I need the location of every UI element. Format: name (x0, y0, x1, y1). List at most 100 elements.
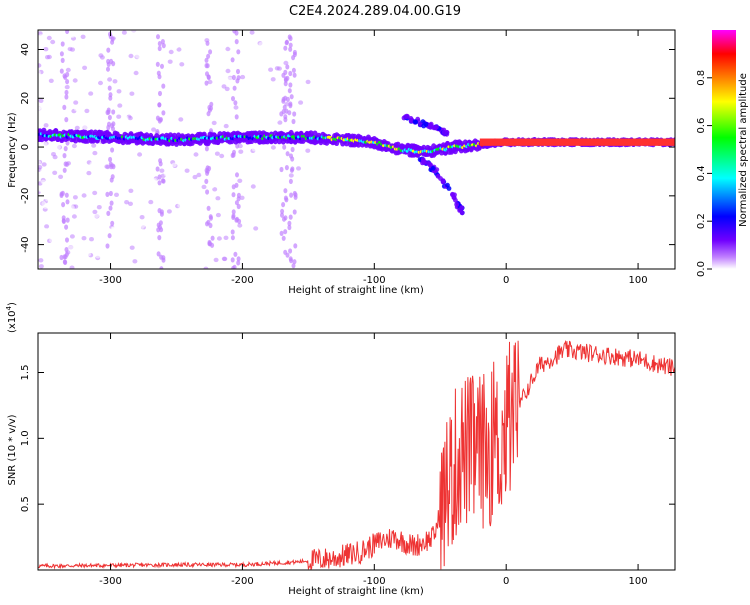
heatmap-cell-927 (155, 166, 160, 172)
heatmap-cell-882 (106, 210, 111, 216)
heatmap-cell-596 (38, 73, 42, 78)
heatmap-cell-174 (152, 80, 158, 86)
heatmap-cell-393 (83, 264, 89, 269)
heatmap-cell-480 (163, 171, 169, 177)
heatmap-cell-77 (181, 234, 187, 240)
heatmap-cell-108 (94, 213, 100, 218)
heatmap-cell-674 (208, 251, 214, 256)
heatmap-cell-841 (62, 167, 67, 173)
heatmap-cell-1053 (284, 197, 289, 203)
heatmap-cell-444 (258, 194, 264, 199)
heatmap-cell-1084 (288, 214, 293, 220)
heatmap-cell-2 (194, 69, 200, 74)
heatmap-cell-609 (251, 147, 257, 152)
heatmap-cell-177 (201, 234, 207, 239)
heatmap-cell-638 (300, 265, 306, 269)
heatmap-cell-766 (311, 222, 317, 227)
heatmap-cell-540 (89, 237, 94, 242)
heatmap-cell-354 (96, 205, 102, 210)
heatmap-cell-935 (159, 227, 164, 233)
heatmap-cell-1067 (285, 151, 290, 157)
heatmap-cell-830 (84, 108, 90, 114)
heatmap-cell-2459 (428, 123, 433, 128)
heatmap-cell-317 (295, 222, 301, 227)
heatmap-cell-228 (238, 154, 244, 160)
heatmap-cell-768 (105, 71, 111, 76)
heatmap-cell-719 (55, 55, 61, 61)
heatmap-cell-204 (44, 224, 50, 229)
heatmap-cell-1065 (284, 40, 289, 46)
heatmap-cell-996 (234, 114, 239, 120)
heatmap-cell-918 (157, 45, 162, 52)
heatmap-cell-792 (75, 69, 81, 74)
heatmap-cell-795 (268, 235, 274, 240)
heatmap-cell-850 (64, 94, 69, 100)
heatmap-cell-1031 (236, 192, 241, 198)
heatmap-cell-701 (134, 160, 140, 166)
colorbar-ticks: 0.0 0.2 0.4 0.6 0.8 (696, 70, 712, 277)
colorbar-tick-label-2: 0.4 (696, 165, 707, 181)
heatmap-cell-1056 (280, 212, 284, 218)
heatmap-cell-1018 (234, 182, 239, 188)
heatmap-cell-936 (161, 43, 166, 49)
heatmap-cell-889 (107, 114, 112, 121)
heatmap-cell-346 (73, 60, 79, 65)
heatmap-cell-949 (159, 266, 164, 269)
heatmap-cell-25 (113, 74, 119, 80)
heatmap-cell-580 (118, 260, 124, 266)
heatmap-cell-287 (195, 193, 201, 198)
heatmap-cell-276 (190, 86, 196, 92)
heatmap-cell-909 (111, 164, 116, 170)
heatmap-cell-997 (231, 214, 236, 220)
heatmap-cell-636 (211, 120, 217, 126)
heatmap-cell-720 (116, 114, 122, 119)
heatmap-cell-703 (81, 87, 87, 92)
heatmap-cell-1104 (292, 209, 297, 215)
heatmap-cell-351 (92, 47, 98, 52)
heatmap-cell-127 (264, 120, 270, 126)
heatmap-cell-1086 (289, 153, 293, 159)
heatmap-cell-291 (142, 49, 148, 55)
heatmap-cell-931 (155, 61, 160, 67)
heatmap-cell-821 (52, 170, 58, 175)
heatmap-cell-211 (207, 79, 213, 85)
heatmap-cell-1111 (288, 256, 293, 262)
heatmap-cell-611 (82, 125, 88, 130)
heatmap-cell-1017 (231, 192, 236, 198)
heatmap-cell-457 (54, 250, 60, 255)
heatmap-cell-854 (63, 146, 68, 152)
heatmap-cell-791 (41, 154, 46, 160)
heatmap-cell-1106 (292, 259, 297, 265)
snr-scale-prefix: (x10 (7, 310, 18, 333)
heatmap-cell-360 (81, 240, 86, 246)
heatmap-cell-0 (176, 193, 182, 199)
heatmap-cell-855 (60, 41, 65, 47)
heatmap-y-tick-label-0: -40 (20, 236, 31, 252)
heatmap-cell-963 (204, 146, 209, 152)
heatmap-cell-506 (147, 264, 153, 269)
heatmap-cell-803 (151, 225, 157, 230)
heatmap-cell-565 (91, 143, 97, 148)
heatmap-cell-531 (114, 68, 120, 73)
heatmap-cell-198 (172, 212, 178, 217)
heatmap-cell-297 (38, 113, 41, 119)
heatmap-cell-991 (208, 49, 213, 55)
heatmap-cell-922 (156, 34, 160, 40)
heatmap-cell-814 (151, 59, 157, 64)
heatmap-cell-47 (46, 148, 52, 154)
heatmap-cell-812 (57, 92, 63, 97)
heatmap-cell-60 (81, 61, 86, 67)
heatmap-cell-235 (93, 79, 98, 84)
heatmap-cell-552 (46, 35, 52, 41)
heatmap-cell-570 (246, 48, 252, 53)
heatmap-cell-692 (38, 34, 44, 39)
heatmap-cell-534 (307, 240, 312, 246)
heatmap-ridge-core (479, 138, 675, 146)
heatmap-cell-875 (107, 85, 112, 91)
snr-x-tick-label-1: -200 (231, 576, 254, 587)
heatmap-cell-941 (157, 174, 162, 180)
heatmap-cell-261 (150, 178, 156, 183)
heatmap-cell-755 (296, 166, 301, 171)
